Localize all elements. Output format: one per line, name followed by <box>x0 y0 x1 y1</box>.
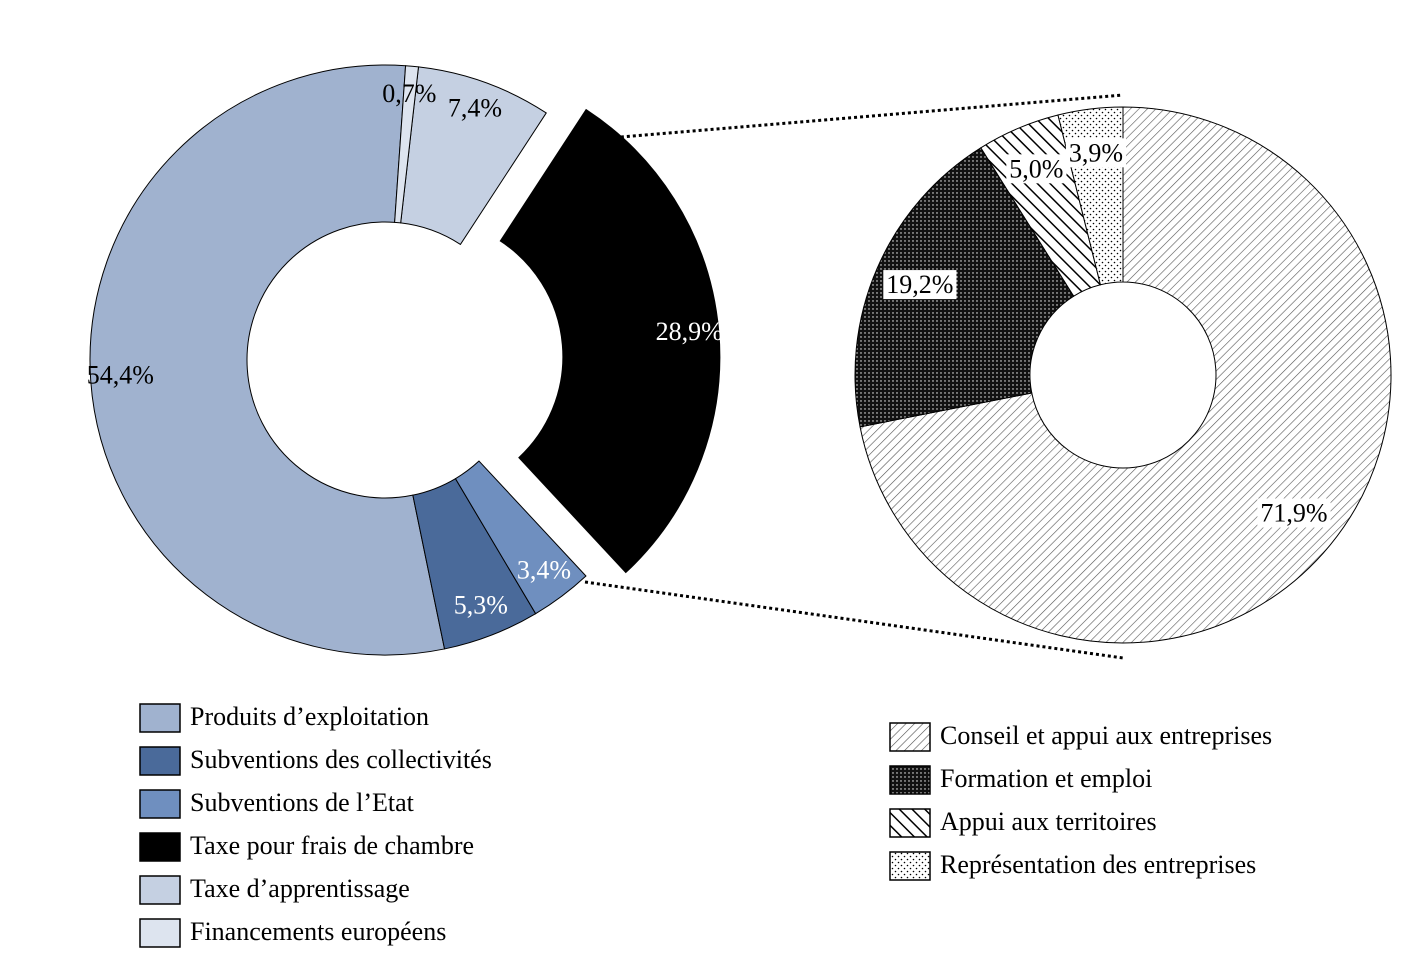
value-label: 54,4% <box>87 361 154 390</box>
label-background <box>1006 154 1067 184</box>
value-label: 28,9% <box>656 317 723 346</box>
legend-label: Subventions de l’Etat <box>190 788 415 817</box>
donut-slice <box>454 460 587 615</box>
donut-slice <box>400 66 547 246</box>
label-background <box>1257 498 1331 528</box>
legend-label: Taxe pour frais de chambre <box>190 831 474 860</box>
value-label: 7,4% <box>448 93 502 122</box>
legend-label: Taxe d’apprentissage <box>190 874 410 903</box>
value-label: 5,3% <box>454 590 508 619</box>
legend-swatch <box>139 875 181 905</box>
legend-swatch <box>889 808 931 838</box>
donut-slice <box>412 477 537 650</box>
legend-label: Subventions des collectivités <box>190 745 492 774</box>
donut-slice <box>394 65 420 224</box>
donut-slice <box>499 108 721 574</box>
legend-label: Conseil et appui aux entreprises <box>940 721 1272 750</box>
legend-swatch <box>139 832 181 862</box>
legend-label: Formation et emploi <box>940 764 1152 793</box>
legend-swatch <box>139 703 181 733</box>
legend-swatch <box>889 765 931 795</box>
value-label: 71,9% <box>1260 499 1327 528</box>
legend-swatch <box>139 746 181 776</box>
legend-swatch <box>889 851 931 881</box>
donut-slice <box>854 147 1075 428</box>
legend-label: Financements européens <box>190 917 446 946</box>
value-label: 19,2% <box>886 270 953 299</box>
legend-swatch <box>139 789 181 819</box>
legend-label: Appui aux territoires <box>940 807 1157 836</box>
value-label: 3,4% <box>517 555 571 584</box>
value-label: 0,7% <box>382 79 436 108</box>
donut-slice <box>89 64 446 656</box>
connector <box>584 580 1124 660</box>
label-background <box>1065 138 1127 168</box>
value-label: 3,9% <box>1069 138 1123 167</box>
legend-swatch <box>139 918 181 948</box>
legend-label: Représentation des entreprises <box>940 850 1256 879</box>
value-label: 5,0% <box>1009 154 1063 183</box>
legend-swatch <box>889 722 931 752</box>
label-background <box>883 270 957 300</box>
legend-label: Produits d’exploitation <box>190 702 429 731</box>
